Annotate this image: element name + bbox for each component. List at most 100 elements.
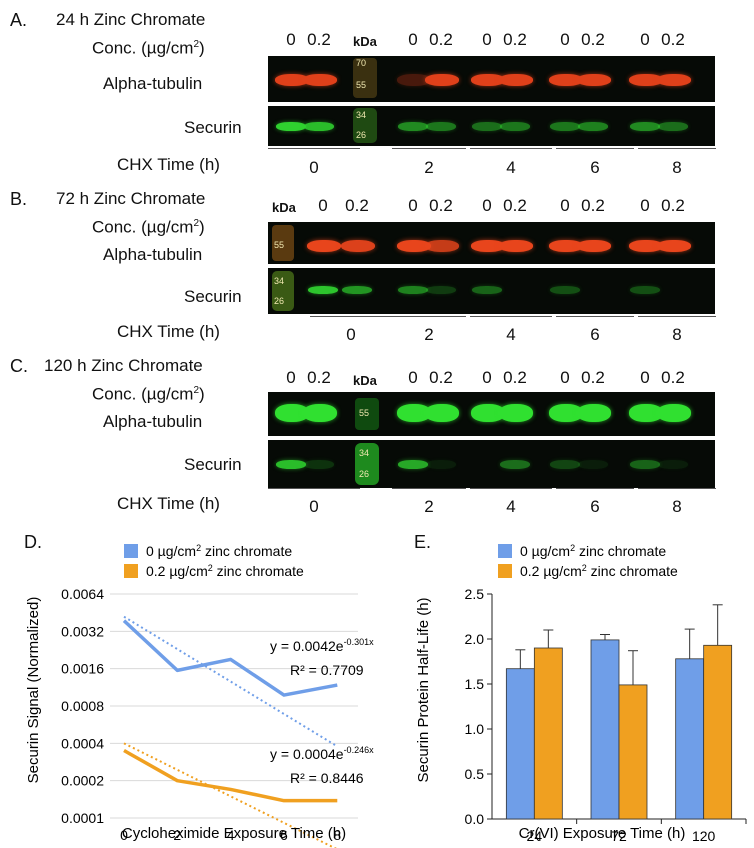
chx-time-label: 8	[672, 325, 682, 344]
x-tick-label: 2	[173, 827, 181, 843]
svg-text:y = 0.0004e-0.246x: y = 0.0004e-0.246x	[270, 745, 374, 762]
tubulin-band	[303, 404, 337, 422]
chx-time-label: 0	[309, 497, 319, 516]
ladder-marker: 55	[359, 408, 370, 418]
chx-underline	[310, 316, 392, 317]
panel-c-securin-blot: 34 26	[268, 440, 715, 488]
x-axis-label: Cr(VI) Exposure Time (h)	[519, 825, 686, 842]
lane-label: 0.2	[345, 196, 369, 215]
securin-band	[398, 460, 428, 469]
lane-label: 0	[286, 368, 296, 387]
chx-time-label: 8	[672, 158, 682, 177]
x-axis-label: Cycloheximide Exposure Time (h)	[122, 825, 346, 842]
y-tick-label: 0.5	[465, 766, 485, 782]
bar	[675, 658, 705, 820]
series-line	[122, 619, 338, 697]
securin-band	[472, 122, 502, 131]
lane-label: 0.2	[429, 368, 453, 387]
svg-text:R² = 0.8446: R² = 0.8446	[290, 770, 364, 786]
trendline	[123, 615, 338, 748]
chx-underline	[392, 488, 466, 489]
panel-b-securin-blot: 34 26	[268, 268, 715, 314]
ladder-marker: 55	[274, 240, 285, 250]
svg-text:R² = 0.7709: R² = 0.7709	[290, 662, 364, 678]
securin-band	[550, 286, 580, 294]
x-tick-label: 120	[692, 828, 716, 844]
tubulin-band	[549, 404, 583, 422]
chx-underline	[268, 148, 360, 149]
chx-underline	[556, 316, 634, 317]
panel-c-tubulin-label: Alpha-tubulin	[103, 412, 203, 431]
lane-label: 0.2	[429, 30, 453, 49]
y-tick-label: 1.5	[465, 676, 485, 692]
lane-label: 0	[482, 368, 492, 387]
securin-band	[342, 286, 372, 294]
chx-time-label: 6	[590, 158, 600, 177]
lane-label: 0	[560, 196, 570, 215]
legend-swatch	[498, 564, 512, 578]
tubulin-band	[307, 240, 341, 252]
chx-underline	[556, 488, 634, 489]
chx-underline	[638, 488, 716, 489]
panel-b-securin-label: Securin	[184, 287, 242, 306]
chx-time-label: 2	[424, 325, 434, 344]
panel-b-chx-label: CHX Time (h)	[117, 322, 220, 341]
x-tick-label: 8	[333, 827, 341, 843]
tubulin-band	[549, 74, 583, 86]
tubulin-band	[425, 74, 459, 86]
securin-band	[500, 122, 530, 131]
ladder-marker: 34	[359, 448, 370, 458]
securin-band	[276, 122, 306, 131]
panel-a-securin-label: Securin	[184, 118, 242, 137]
tubulin-band	[425, 404, 459, 422]
ladder-marker: 34	[274, 276, 285, 286]
chx-time-label: 6	[590, 497, 600, 516]
tubulin-band	[629, 404, 663, 422]
lane-label: 0.2	[307, 368, 331, 387]
lane-label: 0	[482, 30, 492, 49]
securin-band	[304, 460, 334, 469]
securin-band	[276, 460, 306, 469]
ladder-marker: 55	[356, 80, 367, 90]
securin-band	[304, 122, 334, 131]
lane-label: 0	[482, 196, 492, 215]
tubulin-band	[397, 240, 431, 252]
bar	[590, 639, 620, 820]
chx-time-label: 8	[672, 497, 682, 516]
y-axis-label: Securin Protein Half-Life (h)	[415, 597, 432, 782]
tubulin-band	[499, 74, 533, 86]
tubulin-band	[657, 74, 691, 86]
lane-label: 0	[408, 196, 418, 215]
y-tick-label: 1.0	[465, 721, 485, 737]
lane-label: 0	[408, 30, 418, 49]
ladder	[355, 398, 379, 430]
lane-label: 0.2	[581, 30, 605, 49]
panel-c-tubulin-blot: 55	[268, 392, 715, 436]
legend: 0 µg/cm2 zinc chromate 0.2 µg/cm2 zinc c…	[498, 543, 678, 579]
panel-a-securin-blot: 34 26	[268, 106, 715, 146]
securin-band	[398, 122, 428, 131]
legend: 0 µg/cm2 zinc chromate 0.2 µg/cm2 zinc c…	[124, 543, 304, 579]
chx-underline	[392, 148, 466, 149]
lane-label: 0	[408, 368, 418, 387]
securin-band	[426, 286, 456, 294]
lane-label: 0.2	[503, 368, 527, 387]
panel-b-letter: B.	[10, 189, 28, 209]
ladder	[353, 108, 377, 143]
ladder	[355, 443, 379, 485]
tubulin-band	[657, 240, 691, 252]
tubulin-band	[499, 404, 533, 422]
lane-label: 0.2	[581, 196, 605, 215]
tubulin-band	[577, 404, 611, 422]
tubulin-band	[499, 240, 533, 252]
panel-b-conc-label: Conc. (µg/cm2)	[92, 217, 205, 237]
y-tick-label: 0.0002	[61, 773, 104, 789]
panel-a-conc-label: Conc. (µg/cm2)	[92, 38, 205, 58]
legend-entry: 0.2 µg/cm2 zinc chromate	[520, 563, 678, 579]
chx-underline	[556, 148, 634, 149]
legend-swatch	[124, 544, 138, 558]
securin-band	[630, 460, 660, 469]
tubulin-band	[275, 74, 309, 86]
chx-underline	[470, 488, 552, 489]
trend-annotation: y = 0.0042e-0.301x R² = 0.7709	[270, 637, 374, 678]
